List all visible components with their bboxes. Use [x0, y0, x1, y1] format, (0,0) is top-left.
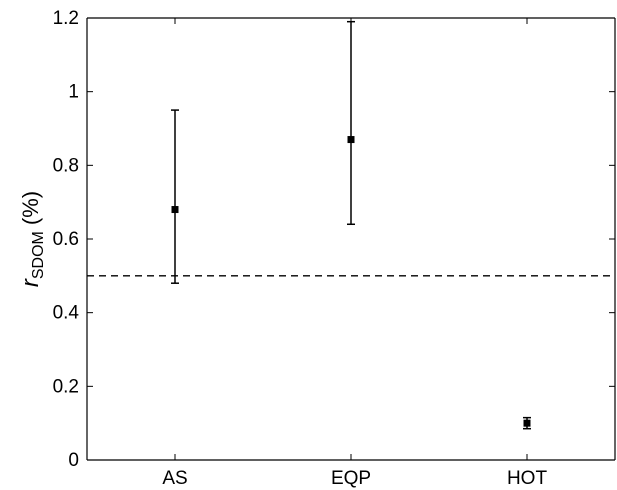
y-tick-label: 0.6	[53, 229, 79, 250]
y-axis-title-unit: (%)	[18, 191, 43, 225]
y-axis-ticks: 0 0.2 0.4 0.6 0.8 1 1.2	[53, 8, 615, 471]
y-tick-label: 0.4	[53, 303, 80, 324]
x-tick-label: HOT	[507, 468, 548, 489]
y-tick-label: 1	[68, 82, 79, 103]
data-point	[347, 136, 355, 144]
y-tick-label: 0.8	[53, 155, 79, 176]
x-axis-ticks: AS EQP HOT	[162, 18, 547, 489]
y-tick-label: 1.2	[53, 8, 79, 29]
y-axis-title-subscript: SDOM	[30, 231, 47, 279]
y-axis-title-main: r	[17, 278, 44, 287]
y-tick-label: 0.2	[53, 376, 79, 397]
x-tick-label: AS	[162, 468, 187, 489]
y-tick-label: 0	[68, 450, 79, 471]
data-point	[171, 206, 179, 214]
data-point	[523, 419, 531, 427]
x-tick-label: EQP	[331, 468, 371, 489]
series-layer	[171, 20, 531, 430]
y-axis-title: rSDOM (%)	[17, 191, 47, 287]
